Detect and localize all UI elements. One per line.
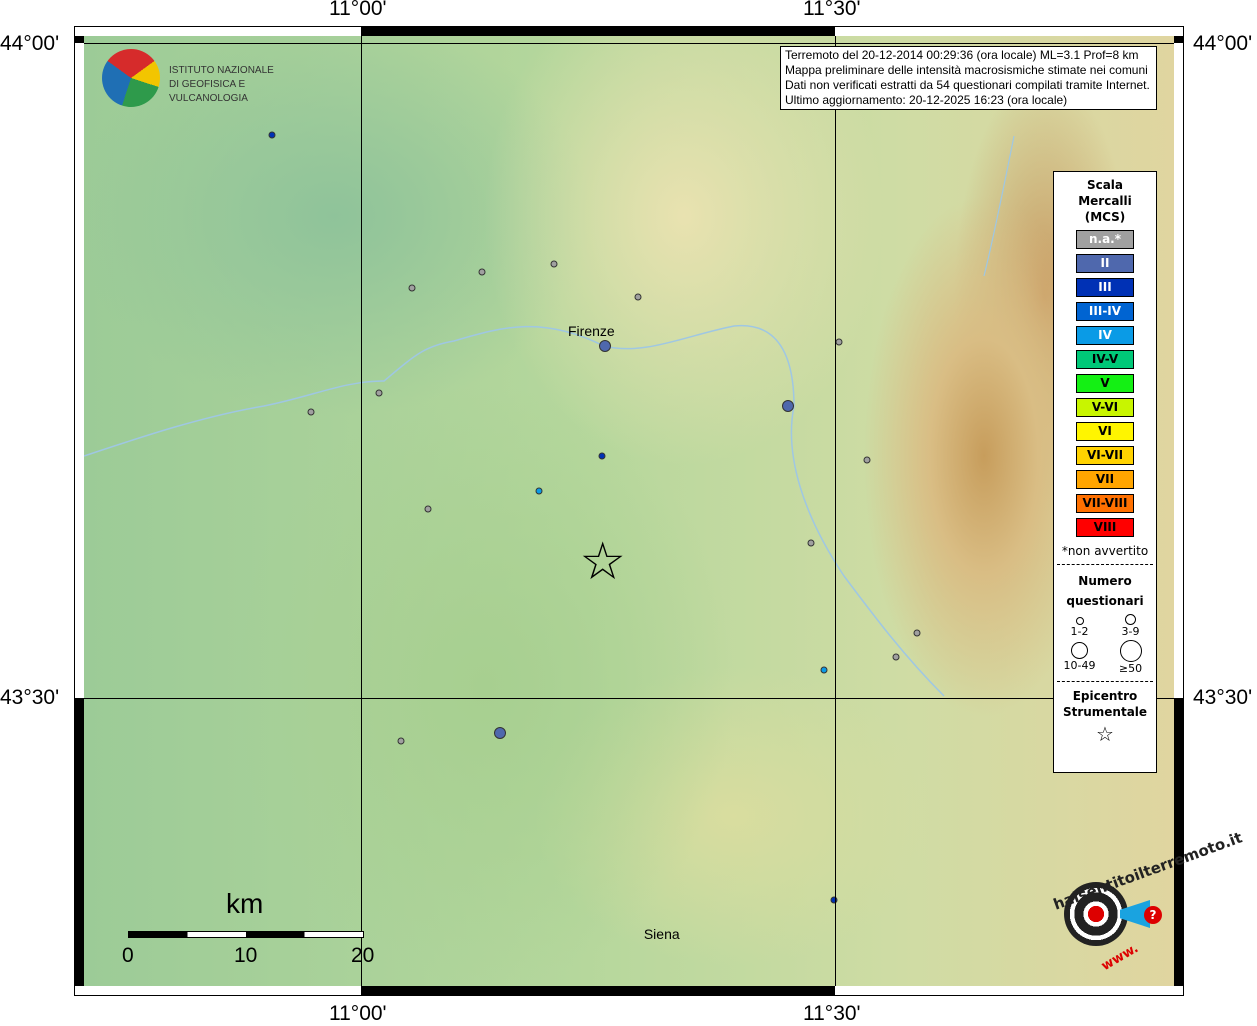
legend-swatch: VI [1076, 422, 1134, 441]
intensity-point[interactable] [307, 408, 315, 416]
intensity-point[interactable] [892, 653, 900, 661]
legend-epi-title: Epicentro [1072, 689, 1138, 703]
info-line: Dati non verificati estratti da 54 quest… [785, 78, 1150, 92]
intensity-point[interactable] [598, 452, 606, 460]
frame-bar [74, 698, 84, 986]
intensity-point[interactable] [820, 666, 828, 674]
gridline-lon [361, 36, 362, 986]
lon-label: 11°00' [329, 1002, 387, 1025]
intensity-point[interactable] [830, 896, 838, 904]
city-label: Siena [643, 925, 680, 942]
intensity-point[interactable] [478, 268, 486, 276]
legend-count-title: questionari [1066, 594, 1144, 608]
legend-count-title: Numero [1078, 574, 1132, 588]
legend-title: (MCS) [1084, 210, 1126, 224]
intensity-point[interactable] [863, 456, 871, 464]
info-line: Mappa preliminare delle intensità macros… [785, 63, 1148, 77]
legend-swatch: III [1076, 278, 1134, 297]
gridline-lat [84, 698, 1174, 699]
frame-bar [74, 36, 84, 43]
scalebar-tick: 20 [351, 944, 375, 967]
intensity-point[interactable] [268, 131, 276, 139]
lat-label: 44°00' [0, 32, 60, 55]
lat-label: 44°00' [1193, 32, 1253, 55]
gridline-lon [835, 36, 836, 986]
legend-swatch: VII [1076, 470, 1134, 489]
intensity-point[interactable] [424, 505, 432, 513]
intensity-point[interactable] [397, 737, 405, 745]
intensity-point[interactable] [550, 260, 558, 268]
lon-label: 11°30' [803, 1002, 861, 1025]
lat-label: 43°30' [1193, 686, 1253, 709]
logo-line: DI GEOFISICA E VULCANOLOGIA [169, 79, 248, 104]
lat-label: 43°30' [0, 686, 60, 709]
intensity-point[interactable] [408, 284, 416, 292]
intensity-point[interactable] [781, 399, 794, 412]
epicenter-star-icon[interactable]: ☆ [579, 531, 627, 592]
legend-swatch: V-VI [1076, 398, 1134, 417]
legend-swatch: IV [1076, 326, 1134, 345]
legend-swatch: n.a.* [1076, 230, 1134, 249]
intensity-point[interactable] [535, 487, 543, 495]
size-label: 10-49 [1063, 659, 1096, 672]
size-label: 3-9 [1121, 625, 1140, 638]
legend-epi-title: Strumentale [1062, 705, 1148, 719]
intensity-point[interactable] [913, 629, 921, 636]
legend-swatch: VIII [1076, 518, 1134, 537]
event-info-box: Terremoto del 20-12-2014 00:29:36 (ora l… [780, 46, 1157, 110]
legend-swatch: VI-VII [1076, 446, 1134, 465]
legend-note: *non avvertito [1061, 544, 1149, 558]
lon-label: 11°30' [803, 0, 861, 20]
haisentito-logo: ? haisentitoilterremoto.it www. [1040, 828, 1245, 975]
info-line: Ultimo aggiornamento: 20-12-2025 16:23 (… [785, 93, 1068, 107]
rivers [84, 135, 1015, 697]
scalebar [128, 931, 364, 938]
gridline-lat [84, 43, 1174, 44]
intensity-point[interactable] [807, 539, 815, 547]
legend-swatch: V [1076, 374, 1134, 393]
legend: Scala Mercalli (MCS) n.a.* II III III-IV IV I… [1053, 171, 1157, 773]
legend-swatch: VII-VIII [1076, 494, 1134, 513]
globe-icon [102, 49, 160, 107]
legend-title: Mercalli [1078, 194, 1132, 208]
scalebar-tick: 10 [234, 944, 258, 967]
legend-title: Scala [1086, 178, 1124, 192]
logo-line: ISTITUTO NAZIONALE [169, 65, 274, 76]
scalebar-tick: 0 [122, 944, 134, 967]
frame-bar [361, 986, 835, 996]
map-canvas[interactable]: Firenze Siena ☆ [84, 36, 1174, 986]
size-label: 1-2 [1070, 625, 1089, 638]
frame-bar [1174, 36, 1184, 43]
intensity-point[interactable] [375, 389, 383, 397]
badge-www: www. [1098, 940, 1142, 975]
legend-swatch: II [1076, 254, 1134, 273]
star-icon: ☆ [1096, 722, 1114, 746]
legend-swatch: IV-V [1076, 350, 1134, 369]
intensity-point[interactable] [634, 293, 642, 301]
legend-swatch: III-IV [1076, 302, 1134, 321]
frame-bar [361, 26, 835, 36]
info-line: Terremoto del 20-12-2014 00:29:36 (ora l… [785, 48, 1139, 62]
badge-question: ? [1144, 906, 1162, 924]
size-label: ≥50 [1118, 662, 1143, 675]
intensity-point[interactable] [494, 727, 507, 740]
intensity-point[interactable] [598, 339, 611, 352]
scalebar-unit: km [226, 888, 264, 919]
intensity-point[interactable] [835, 338, 843, 346]
ingv-logo: ISTITUTO NAZIONALE DI GEOFISICA E VULCAN… [100, 47, 320, 109]
frame-bar [1174, 698, 1184, 986]
city-label: Firenze [568, 323, 615, 340]
lon-label: 11°00' [329, 0, 387, 20]
